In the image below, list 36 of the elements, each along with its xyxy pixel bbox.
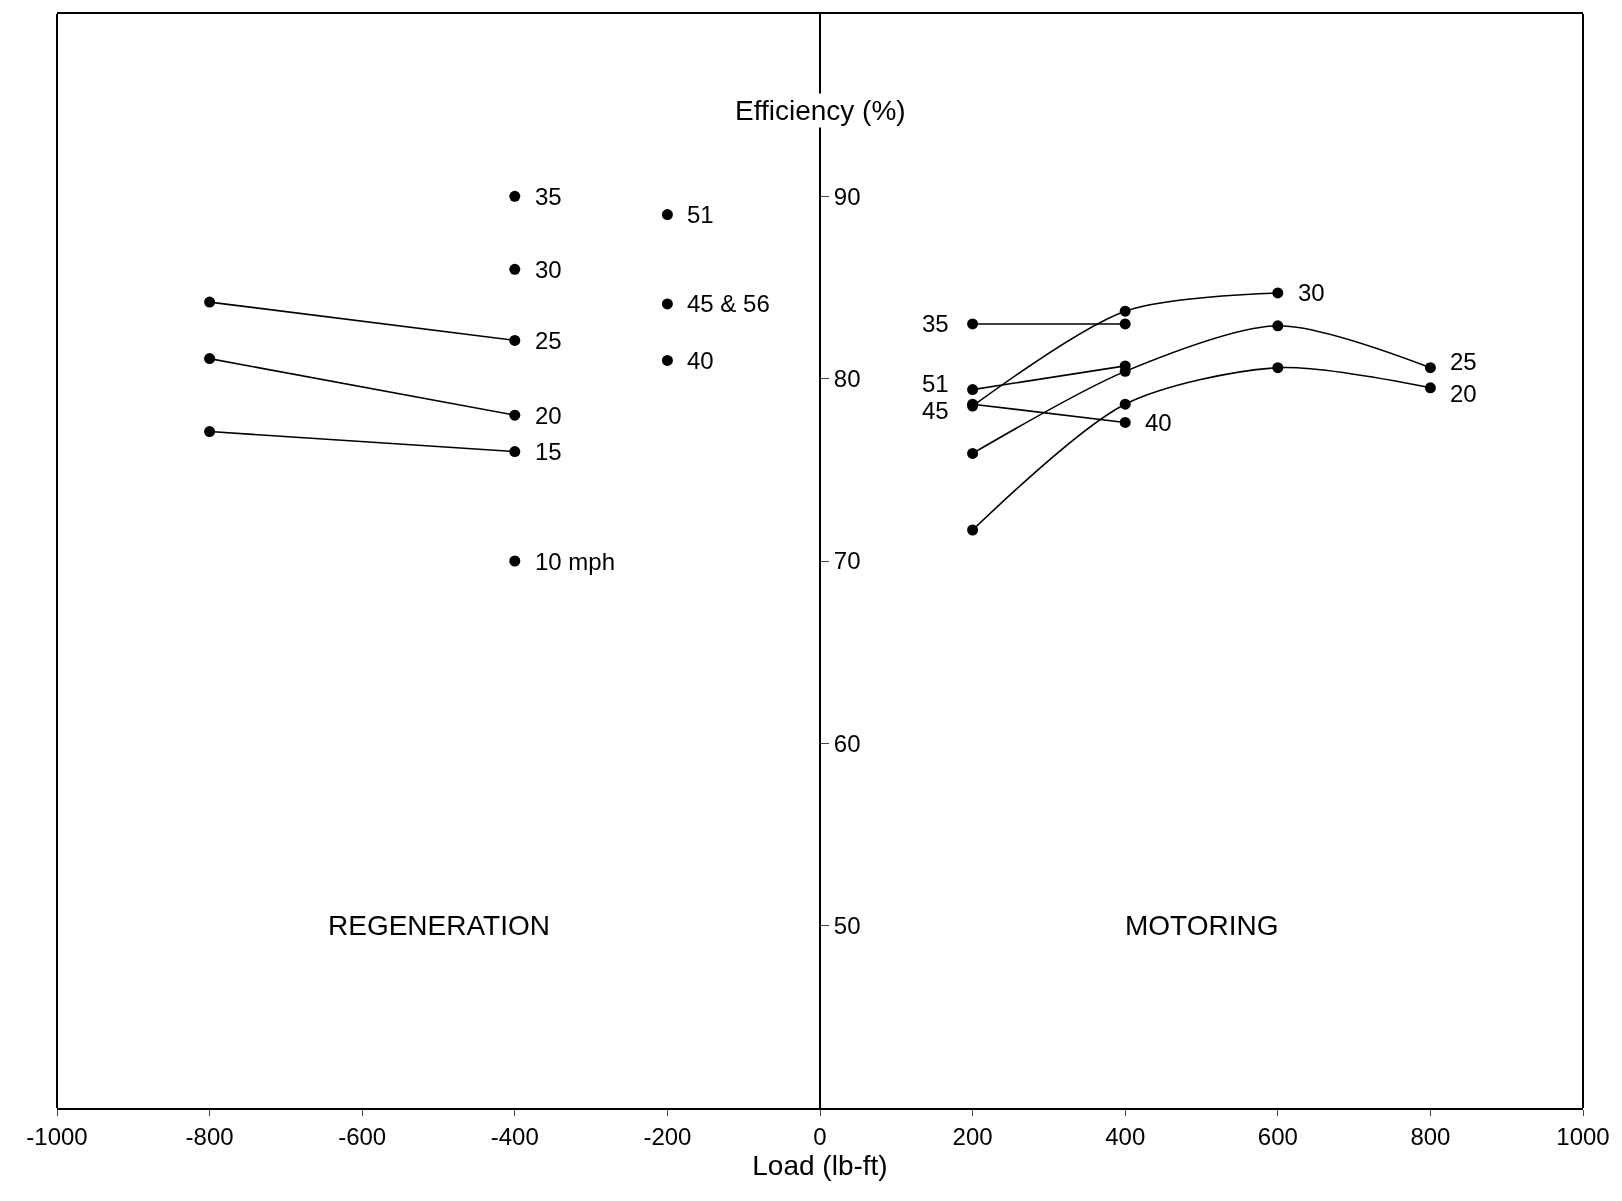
annotation: 10 mph [535, 548, 616, 575]
x-tick-label: 1000 [1556, 1122, 1610, 1150]
annotation: 35 [535, 183, 562, 210]
x-tick-label: -200 [643, 1122, 692, 1150]
y-tick-label: 70 [833, 547, 861, 575]
annotation: 51 [922, 370, 949, 397]
annotation: 40 [1145, 409, 1172, 436]
x-tick-label: 200 [952, 1122, 993, 1150]
annotation: 20 [1450, 380, 1477, 407]
annotation: 25 [1450, 348, 1477, 375]
annotation: 25 [535, 327, 562, 354]
x-tick-label: 800 [1410, 1122, 1451, 1150]
x-tick-label: -400 [490, 1122, 539, 1150]
y-axis-title: Efficiency (%) [735, 95, 906, 126]
y-tick-label: 90 [833, 182, 861, 210]
annotation: 45 [922, 397, 949, 424]
annotation: REGENERATION [328, 910, 550, 941]
x-tick-label: 400 [1105, 1122, 1146, 1150]
y-tick-label: 60 [833, 729, 861, 757]
annotation: MOTORING [1125, 910, 1279, 941]
x-tick-label: -600 [338, 1122, 387, 1150]
x-tick-label: -1000 [26, 1122, 88, 1150]
annotation: 30 [535, 256, 562, 283]
annotation: 20 [535, 402, 562, 429]
annotation: 30 [1298, 279, 1325, 306]
x-tick-label: 0 [813, 1122, 827, 1150]
annotation: 35 [922, 310, 949, 337]
annotation: 45 & 56 [687, 290, 770, 317]
y-tick-label: 80 [833, 365, 861, 393]
annotation: 40 [687, 347, 714, 374]
annotation: 51 [687, 201, 714, 228]
annotation: 15 [535, 438, 562, 465]
x-tick-label: 600 [1257, 1122, 1298, 1150]
y-tick-label: 50 [833, 912, 861, 940]
x-tick-label: -800 [185, 1122, 234, 1150]
x-axis-title: Load (lb-ft) [752, 1149, 888, 1181]
